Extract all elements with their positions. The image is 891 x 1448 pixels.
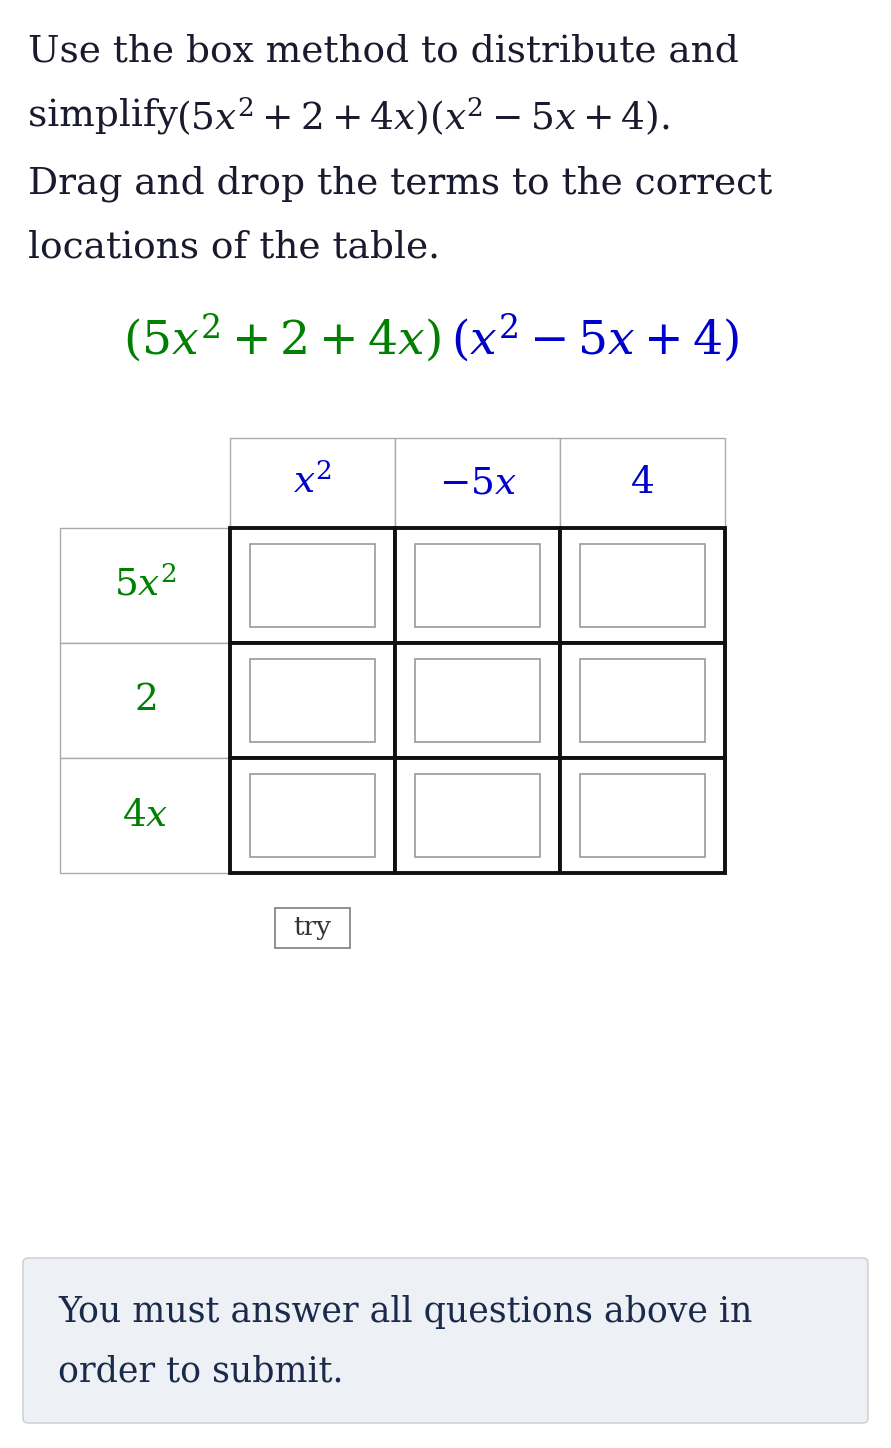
Bar — [230, 529, 395, 643]
Bar — [230, 437, 395, 529]
Text: $2$: $2$ — [134, 682, 156, 718]
Text: $\left(x^2-5x+4\right)$: $\left(x^2-5x+4\right)$ — [451, 311, 739, 365]
Text: You must answer all questions above in: You must answer all questions above in — [58, 1295, 752, 1329]
Bar — [60, 529, 230, 643]
Bar — [560, 529, 725, 643]
Text: simplify: simplify — [28, 98, 190, 135]
Bar — [250, 544, 375, 627]
Bar — [415, 544, 540, 627]
Bar — [560, 643, 725, 757]
Bar — [560, 757, 725, 873]
Text: $x^2$: $x^2$ — [293, 465, 332, 501]
Text: $(5x^2+2+4x)(x^2-5x+4).$: $(5x^2+2+4x)(x^2-5x+4).$ — [176, 96, 670, 139]
Bar — [250, 775, 375, 857]
Bar — [415, 775, 540, 857]
Bar — [580, 775, 705, 857]
Bar — [580, 659, 705, 741]
Bar — [60, 643, 230, 757]
Bar — [560, 437, 725, 529]
FancyBboxPatch shape — [23, 1258, 868, 1423]
Bar — [415, 659, 540, 741]
Bar — [395, 529, 560, 643]
Text: try: try — [293, 915, 331, 941]
Bar — [395, 643, 560, 757]
Text: $4$: $4$ — [631, 465, 655, 501]
Text: $4x$: $4x$ — [122, 798, 168, 834]
Bar — [580, 544, 705, 627]
Bar — [230, 757, 395, 873]
Text: $\left(5x^2+2+4x\right)$: $\left(5x^2+2+4x\right)$ — [123, 311, 441, 365]
Text: Drag and drop the terms to the correct: Drag and drop the terms to the correct — [28, 165, 772, 201]
Text: locations of the table.: locations of the table. — [28, 230, 440, 266]
Text: order to submit.: order to submit. — [58, 1355, 344, 1389]
Bar — [250, 659, 375, 741]
Bar — [275, 908, 350, 948]
Bar — [395, 437, 560, 529]
Bar — [395, 757, 560, 873]
Text: Use the box method to distribute and: Use the box method to distribute and — [28, 33, 739, 70]
Text: $-5x$: $-5x$ — [438, 465, 517, 501]
Text: $5x^2$: $5x^2$ — [114, 568, 176, 604]
Bar — [230, 643, 395, 757]
Bar — [60, 757, 230, 873]
